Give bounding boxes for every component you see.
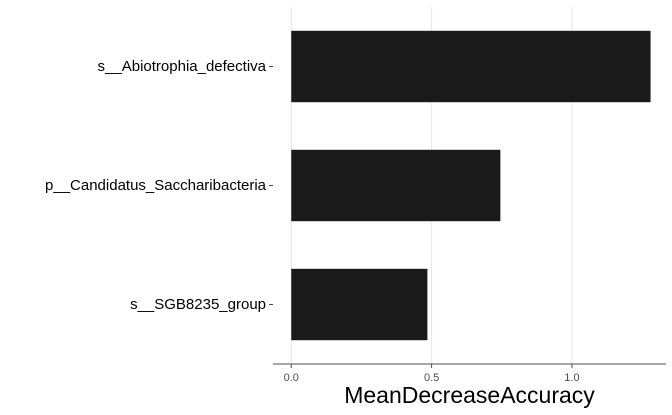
x-tick-label-2: 1.0	[564, 372, 579, 384]
bar-layer	[291, 30, 651, 341]
bar-1	[291, 149, 501, 222]
y-tick-label-0: s__Abiotrophia_defectiva	[98, 58, 267, 75]
y-tick-label-2: s__SGB8235_group	[130, 296, 266, 313]
x-tick-label-0: 0.0	[284, 372, 299, 384]
x-axis-title: MeanDecreaseAccuracy	[344, 382, 595, 408]
bar-0	[291, 30, 651, 103]
y-tick-label-1: p__Candidatus_Saccharibacteria	[45, 177, 267, 194]
label-layer: s__Abiotrophia_defectiva p__Candidatus_Sa…	[45, 58, 580, 384]
axis-layer	[269, 66, 666, 368]
x-tick-label-1: 0.5	[424, 372, 439, 384]
bar-2	[291, 268, 428, 341]
